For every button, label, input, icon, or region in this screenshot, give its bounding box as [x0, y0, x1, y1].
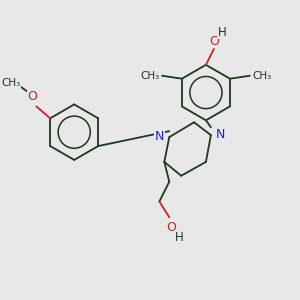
Text: O: O	[27, 90, 37, 103]
Text: CH₃: CH₃	[141, 71, 160, 81]
Text: CH₃: CH₃	[252, 71, 271, 81]
Text: N: N	[216, 128, 225, 141]
Text: N: N	[155, 130, 164, 142]
Text: H: H	[218, 26, 226, 39]
Text: CH₃: CH₃	[1, 78, 20, 88]
Text: H: H	[175, 231, 184, 244]
Text: O: O	[166, 221, 176, 234]
Text: O: O	[209, 34, 219, 48]
